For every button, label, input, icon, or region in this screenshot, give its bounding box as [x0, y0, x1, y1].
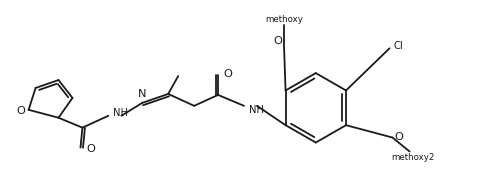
- Text: O: O: [273, 36, 283, 46]
- Text: methoxy: methoxy: [265, 15, 303, 24]
- Text: Cl: Cl: [394, 41, 404, 51]
- Text: NH: NH: [113, 108, 128, 118]
- Text: O: O: [16, 106, 25, 116]
- Text: methoxy2: methoxy2: [391, 153, 434, 162]
- Text: NH: NH: [249, 105, 264, 115]
- Text: O: O: [224, 69, 232, 79]
- Text: N: N: [138, 89, 146, 99]
- Text: O: O: [86, 144, 95, 154]
- Text: O: O: [394, 132, 403, 142]
